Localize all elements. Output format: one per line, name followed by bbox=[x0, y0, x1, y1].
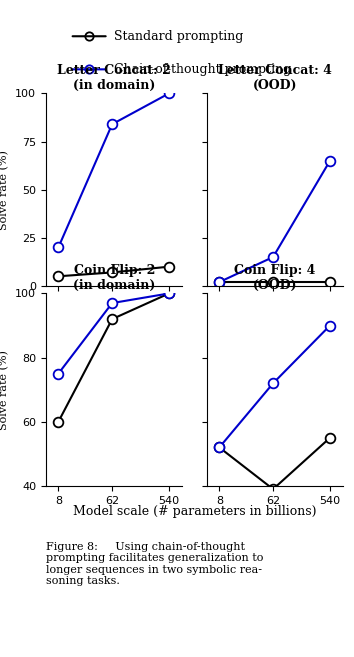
Text: Model scale (# parameters in billions): Model scale (# parameters in billions) bbox=[73, 505, 316, 518]
Text: Figure 8:     Using chain-of-thought
prompting facilitates generalization to
lon: Figure 8: Using chain-of-thought prompti… bbox=[46, 541, 263, 587]
Text: Standard prompting: Standard prompting bbox=[114, 30, 244, 43]
Y-axis label: Solve rate (%): Solve rate (%) bbox=[0, 150, 10, 229]
Title: Coin Flip: 4
(OOD): Coin Flip: 4 (OOD) bbox=[234, 264, 316, 292]
Title: Letter Concat: 2
(in domain): Letter Concat: 2 (in domain) bbox=[57, 64, 171, 92]
Title: Coin Flip: 2
(in domain): Coin Flip: 2 (in domain) bbox=[73, 264, 155, 292]
Y-axis label: Solve rate (%): Solve rate (%) bbox=[0, 350, 10, 430]
Text: Chain-of-thought prompting: Chain-of-thought prompting bbox=[114, 63, 292, 76]
Title: Letter Concat: 4
(OOD): Letter Concat: 4 (OOD) bbox=[218, 64, 332, 92]
